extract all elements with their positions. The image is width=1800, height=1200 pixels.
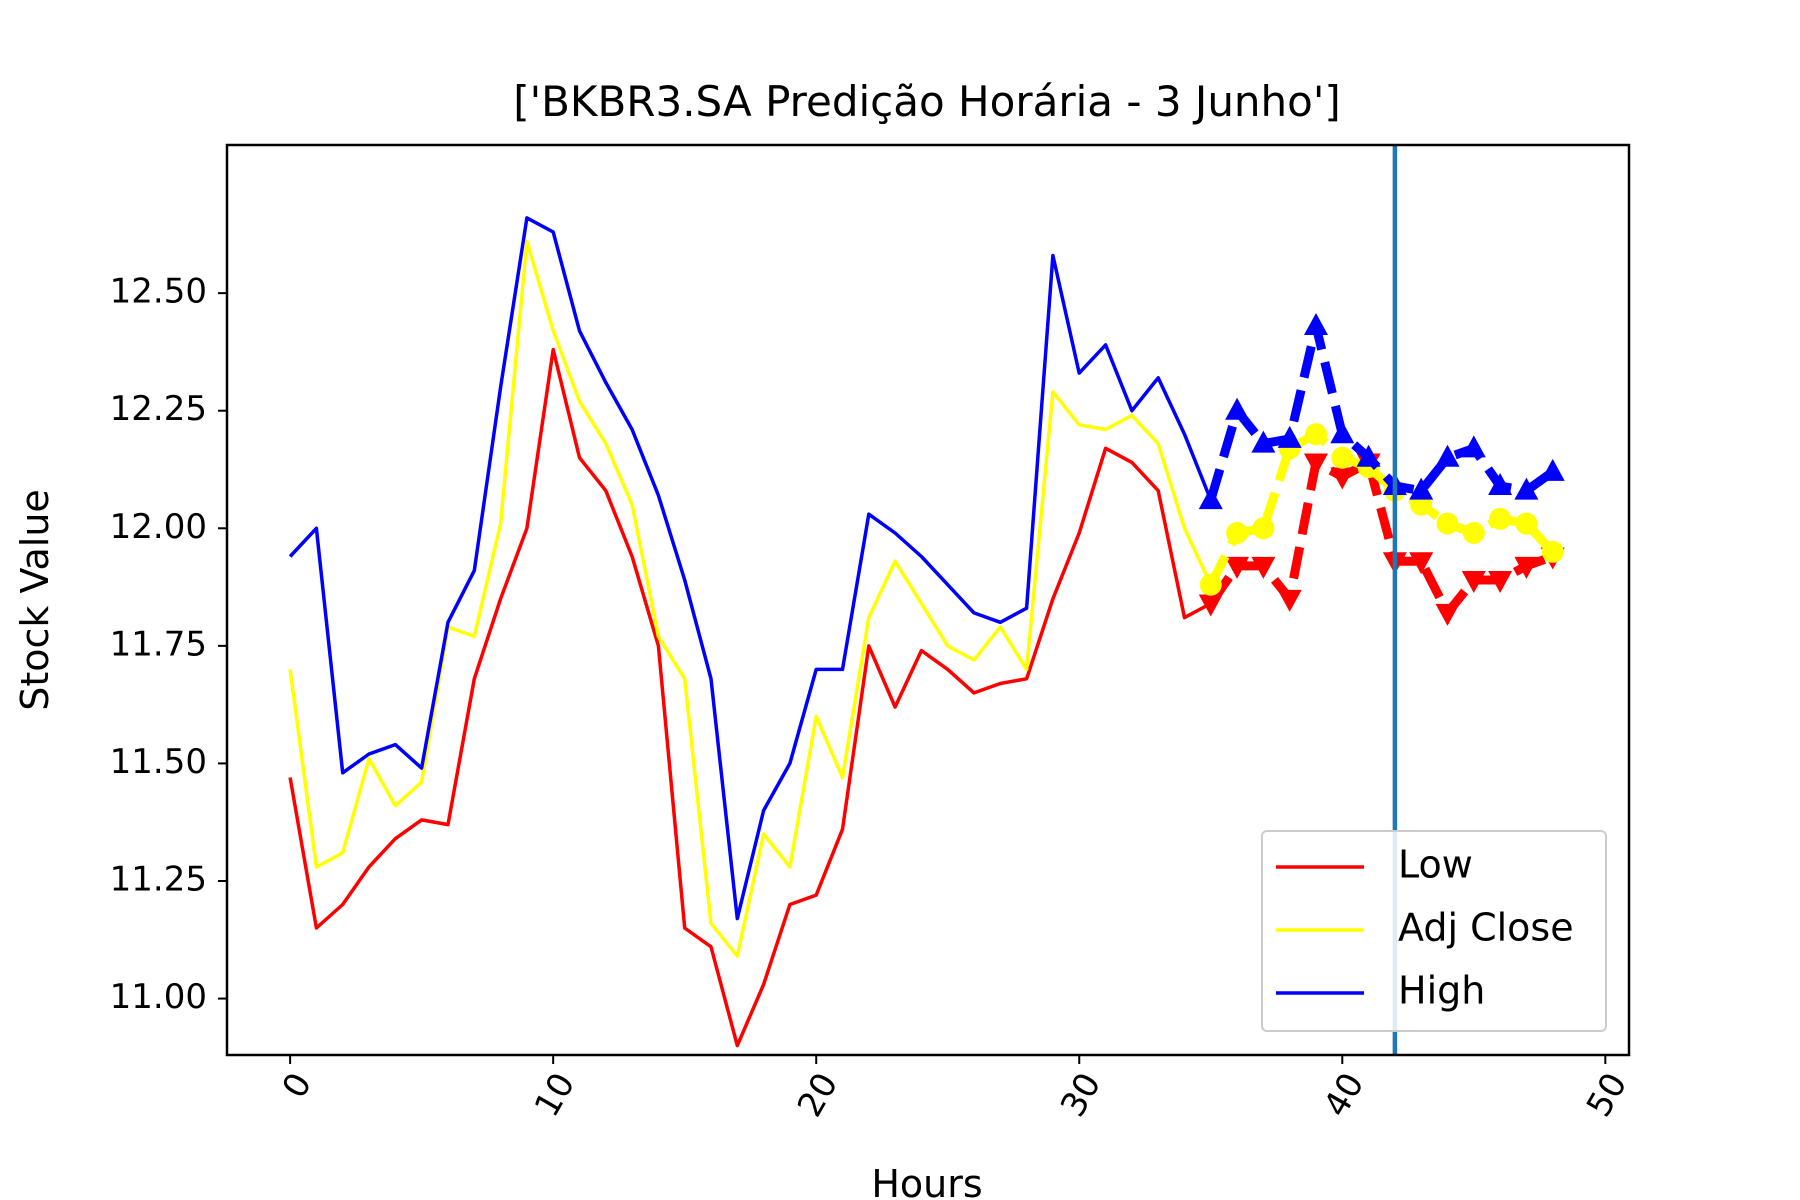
prediction-point-marker (1330, 467, 1355, 490)
series-line-high (288, 216, 1213, 921)
y-tick-label: 12.00 (110, 507, 207, 547)
y-axis-label: Stock Value (13, 489, 57, 711)
x-axis-label: Hours (871, 1162, 982, 1200)
y-tick-label: 12.25 (110, 389, 207, 429)
prediction-point-marker (1356, 444, 1381, 467)
prediction-point-marker (1541, 540, 1564, 563)
prediction-point-marker (1488, 472, 1513, 495)
prediction-point-marker (1436, 512, 1459, 535)
prediction-point-marker (1198, 594, 1223, 617)
legend-label: Adj Close (1398, 906, 1574, 950)
prediction-point-marker (1331, 446, 1354, 469)
legend-label: High (1398, 969, 1485, 1013)
legend: Low Adj Close High (1261, 830, 1607, 1032)
plot-frame (225, 143, 1631, 1057)
prediction-point-marker (1225, 397, 1250, 420)
series-layer (288, 216, 1213, 1048)
prediction-point-marker (1515, 512, 1538, 535)
prediction-point-marker (1277, 589, 1302, 612)
prediction-point-marker (1199, 573, 1222, 596)
series-line-low (288, 347, 1212, 1048)
prediction-point-marker (1409, 477, 1434, 500)
prediction-point-marker (1304, 423, 1327, 446)
y-tick-label: 12.50 (110, 272, 207, 312)
prediction-point-marker (1409, 552, 1434, 575)
prediction-point-marker (1514, 556, 1539, 579)
prediction-point-marker (1330, 421, 1355, 444)
prediction-point-marker (1540, 458, 1565, 481)
y-axis: 11.00 11.25 11.50 11.75 12.00 12.25 12.50 (110, 272, 227, 1017)
prediction-point-marker (1226, 521, 1249, 544)
prediction-point-marker (1251, 556, 1276, 579)
legend-box (1261, 830, 1607, 1032)
prediction-point-marker (1252, 517, 1275, 540)
y-tick-label: 11.25 (110, 859, 207, 899)
prediction-point-marker (1461, 435, 1486, 458)
prediction-point-marker (1225, 556, 1250, 579)
legend-label: Low (1398, 843, 1473, 887)
prediction-point-marker (1435, 444, 1460, 467)
y-tick-label: 11.00 (110, 977, 207, 1017)
prediction-point-marker (1462, 521, 1485, 544)
prediction-point-marker (1303, 453, 1328, 476)
prediction-point-marker (1514, 477, 1539, 500)
prediction-point-marker (1251, 430, 1276, 453)
prediction-point-marker (1435, 603, 1460, 626)
y-tick-label: 11.50 (110, 742, 207, 782)
prediction-point-marker (1489, 507, 1512, 530)
y-tick-label: 11.75 (110, 624, 207, 664)
chart-title: ['BKBR3.SA Predição Horária - 3 Junho'] (513, 77, 1341, 126)
prediction-point-marker (1303, 313, 1328, 336)
prediction-point-marker (1277, 425, 1302, 448)
prediction-point-marker (1461, 571, 1486, 594)
prediction-point-marker (1488, 571, 1513, 594)
